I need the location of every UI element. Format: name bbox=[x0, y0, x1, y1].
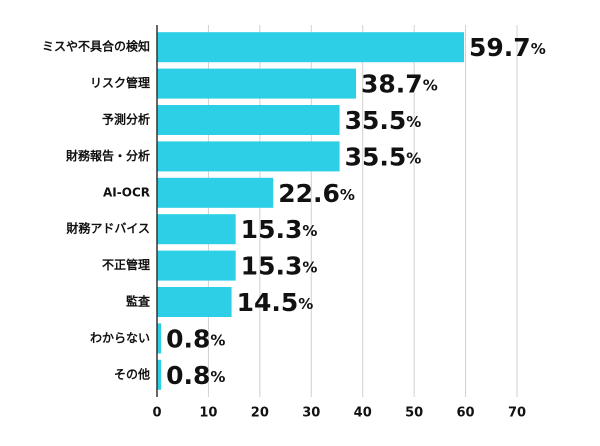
value-label: 0.8% bbox=[166, 361, 225, 390]
x-tick-label: 40 bbox=[354, 406, 372, 421]
x-tick-label: 20 bbox=[251, 406, 269, 421]
x-tick-label: 70 bbox=[508, 406, 526, 421]
value-label: 59.7% bbox=[469, 33, 546, 62]
value-label: 35.5% bbox=[345, 106, 422, 135]
y-tick-label: ミスや不具合の検知 bbox=[42, 39, 150, 54]
bar bbox=[157, 68, 357, 99]
y-tick-label: わからない bbox=[90, 331, 150, 345]
x-tick-label: 0 bbox=[152, 406, 161, 421]
value-label: 14.5% bbox=[237, 288, 314, 317]
y-tick-label: 不正管理 bbox=[102, 257, 150, 272]
x-tick-label: 30 bbox=[302, 406, 320, 421]
y-tick-label: リスク管理 bbox=[90, 75, 150, 90]
bar bbox=[157, 250, 236, 281]
x-tick-label: 10 bbox=[199, 406, 217, 421]
y-tick-label: 財務アドバイス bbox=[65, 221, 150, 236]
x-tick-label: 50 bbox=[405, 406, 423, 421]
value-label: 35.5% bbox=[345, 142, 422, 171]
y-tick-label: 予測分析 bbox=[102, 112, 150, 127]
bar bbox=[157, 323, 162, 354]
value-label: 15.3% bbox=[241, 252, 318, 281]
bar bbox=[157, 141, 340, 172]
bar bbox=[157, 359, 162, 390]
bar bbox=[157, 214, 236, 245]
x-tick-label: 60 bbox=[457, 406, 475, 421]
y-tick-label: AI-OCR bbox=[103, 185, 150, 199]
y-tick-label: 財務報告・分析 bbox=[65, 148, 150, 163]
bar bbox=[157, 177, 274, 208]
value-label: 22.6% bbox=[278, 179, 355, 208]
y-tick-label: 監査 bbox=[126, 294, 151, 309]
value-label: 15.3% bbox=[241, 215, 318, 244]
bar bbox=[157, 287, 232, 317]
bar bbox=[157, 105, 340, 135]
value-label: 0.8% bbox=[166, 324, 225, 353]
bar bbox=[157, 32, 465, 63]
y-tick-label: その他 bbox=[114, 366, 150, 381]
value-label: 38.7% bbox=[361, 70, 438, 99]
